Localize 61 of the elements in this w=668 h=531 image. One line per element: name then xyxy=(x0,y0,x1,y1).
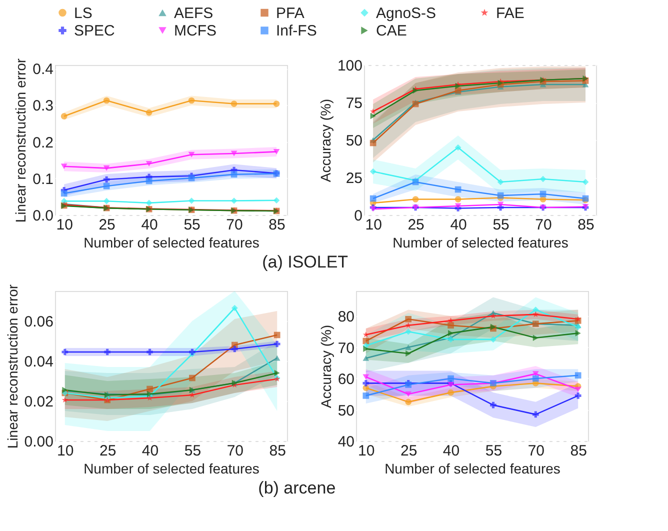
y-tick-label: 0.1 xyxy=(32,170,54,188)
y-tick-label: 0 xyxy=(354,208,362,224)
x-tick-label: 85 xyxy=(578,216,594,234)
y-axis-title: Accuracy (%) xyxy=(317,98,334,182)
x-tick-label: 55 xyxy=(184,216,200,234)
x-axis-title: Number of selected features xyxy=(384,460,560,476)
y-tick-label: 0.2 xyxy=(32,134,54,152)
legend-label: AgnoS-S xyxy=(376,4,436,22)
x-tick-label: 40 xyxy=(142,442,159,460)
legend-label: MCFS xyxy=(174,22,216,40)
x-axis-title: Number of selected features xyxy=(84,460,260,476)
y-tick-label: 0.02 xyxy=(24,394,54,410)
x-axis-title: Number of selected features xyxy=(84,234,260,250)
y-tick-label: 0.04 xyxy=(24,354,54,370)
x-tick-label: 85 xyxy=(570,442,587,460)
x-tick-label: 70 xyxy=(535,216,552,234)
x-tick-label: 85 xyxy=(269,442,286,460)
x-tick-label: 55 xyxy=(485,442,502,460)
x-tick-label: 85 xyxy=(268,216,286,234)
x-tick-label: 70 xyxy=(226,442,244,460)
y-tick-label: 50 xyxy=(346,132,362,150)
legend-label: LS xyxy=(74,4,92,22)
y-tick-label: 0.4 xyxy=(32,61,54,78)
y-axis-title: Linear reconstruction error xyxy=(12,58,29,223)
y-tick-label: 60 xyxy=(338,371,354,388)
x-tick-label: 25 xyxy=(400,442,418,460)
x-tick-label: 40 xyxy=(442,442,460,460)
y-tick-label: 75 xyxy=(346,95,362,112)
text: (a) ISOLET xyxy=(262,252,348,272)
x-tick-label: 70 xyxy=(226,216,243,234)
x-axis-title: Number of selected features xyxy=(392,234,568,250)
y-tick-label: 70 xyxy=(338,340,354,357)
x-tick-label: 25 xyxy=(98,216,116,234)
y-tick-label: 100 xyxy=(337,58,362,74)
x-tick-label: 25 xyxy=(408,216,424,234)
x-tick-label: 10 xyxy=(358,442,375,460)
text: (b) arcene xyxy=(258,478,336,498)
y-axis-title: Accuracy (%) xyxy=(318,324,334,408)
x-tick-label: 55 xyxy=(492,216,510,234)
y-tick-label: 0.0 xyxy=(32,208,54,224)
y-tick-label: 25 xyxy=(346,170,362,187)
x-tick-label: 70 xyxy=(528,442,544,460)
y-tick-label: 0.00 xyxy=(24,434,54,450)
x-tick-label: 25 xyxy=(100,442,116,460)
x-tick-label: 10 xyxy=(56,216,73,234)
x-tick-label: 40 xyxy=(450,216,467,234)
y-tick-label: 80 xyxy=(338,308,354,326)
y-tick-label: 0.3 xyxy=(32,98,54,115)
y-axis-title: Linear reconstruction error xyxy=(4,284,20,449)
legend-label: AEFS xyxy=(174,4,214,22)
x-tick-label: 10 xyxy=(365,216,382,234)
legend-label: PFA xyxy=(276,4,304,22)
y-tick-label: 0.06 xyxy=(24,314,54,330)
legend-label: CAE xyxy=(376,22,407,40)
x-tick-label: 55 xyxy=(184,442,202,460)
x-tick-label: 10 xyxy=(57,442,74,460)
legend-label: FAE xyxy=(496,4,524,22)
y-tick-label: 50 xyxy=(338,402,354,420)
legend-label: Inf-FS xyxy=(276,22,317,40)
x-tick-label: 40 xyxy=(141,216,158,234)
legend-label: SPEC xyxy=(74,22,116,40)
